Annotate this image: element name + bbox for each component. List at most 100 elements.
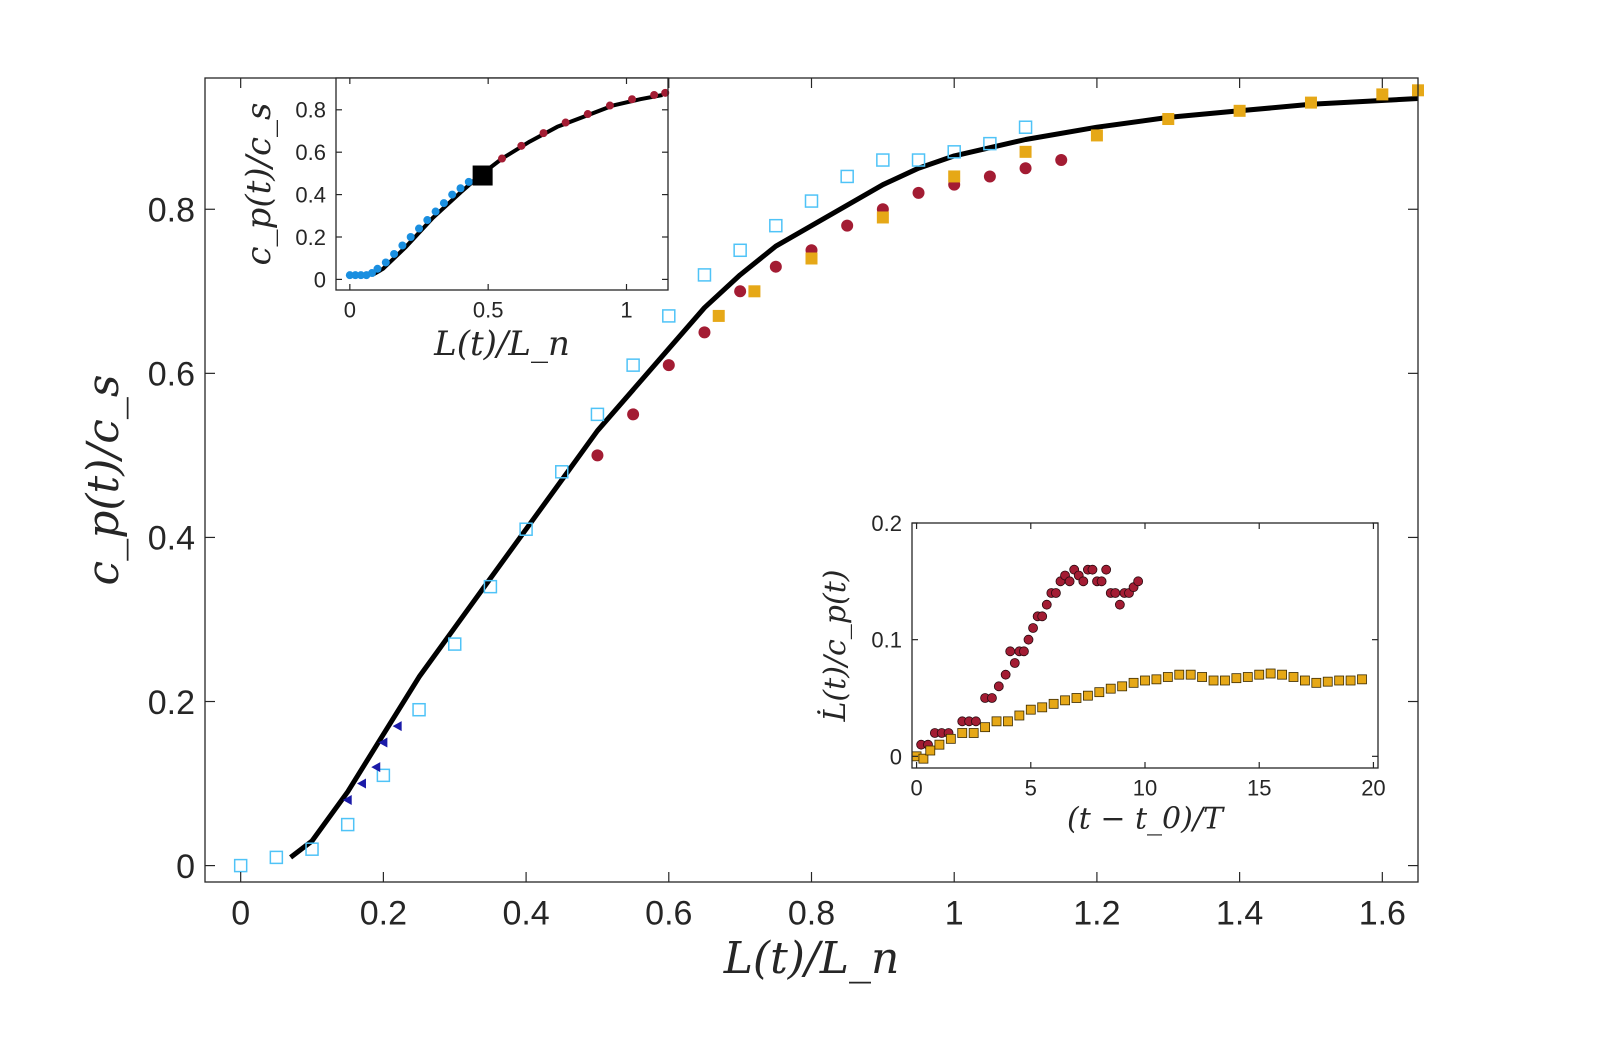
inset-bottom-point-crimson-16 xyxy=(1023,634,1034,645)
main-point-dark-blue-2 xyxy=(371,762,381,773)
inset-bottom-point-crimson-10 xyxy=(993,681,1004,692)
inset-bottom-point-gold-2 xyxy=(925,745,936,756)
inset-top-point-blue-11 xyxy=(423,216,432,225)
inset-top-point-crimson-9 xyxy=(661,88,670,97)
main-ytick-label: 0.4 xyxy=(148,520,195,558)
inset-top-ytick-label: 0.4 xyxy=(295,183,326,208)
inset-bottom-point-gold-9 xyxy=(1003,716,1013,727)
inset-bottom-point-gold-3 xyxy=(934,739,945,750)
inset-bottom-point-gold-8 xyxy=(991,716,1002,727)
inset-bottom-point-crimson-12 xyxy=(1005,646,1016,657)
inset-bottom-point-gold-39 xyxy=(1345,675,1356,686)
main-point-light-blue-14 xyxy=(733,243,747,258)
inset-bottom-point-gold-35 xyxy=(1300,675,1310,686)
inset-bottom-xtick-label: 5 xyxy=(1025,776,1037,801)
main-xtick-label: 1 xyxy=(945,895,964,933)
inset-top-point-blue-12 xyxy=(431,207,440,216)
inset-bottom-point-crimson-15 xyxy=(1019,646,1029,657)
inset-top-plot-area xyxy=(336,78,668,290)
inset-bottom-point-gold-1 xyxy=(918,753,929,764)
inset-top-axes-frame xyxy=(335,77,669,291)
inset-top-point-crimson-6 xyxy=(605,101,614,110)
main-point-crimson-11 xyxy=(983,170,996,183)
main-xtick-label: 0.8 xyxy=(788,895,835,933)
main-point-light-blue-3 xyxy=(340,817,355,832)
inset-bottom-point-gold-14 xyxy=(1060,695,1070,706)
main-xtick-label: 0.2 xyxy=(360,895,407,933)
main-point-light-blue-22 xyxy=(1018,120,1033,134)
main-point-light-blue-7 xyxy=(483,579,498,594)
main-point-gold-3 xyxy=(876,211,889,224)
inset-bottom-point-gold-11 xyxy=(1025,704,1036,715)
inset-bottom-point-crimson-11 xyxy=(1000,669,1011,680)
inset-bottom-point-gold-23 xyxy=(1162,672,1173,682)
main-point-dark-blue-4 xyxy=(392,721,402,732)
inset-top-ytick-label: 0.8 xyxy=(295,98,326,123)
main-point-light-blue-17 xyxy=(840,169,854,184)
inset-bottom-point-gold-26 xyxy=(1197,672,1208,682)
chart-inset-bottom: 0 5 10 15 20 0 0.1 0.2 (t − t_0)/T L̇(t)/c_p(t) xyxy=(818,511,1386,837)
main-xtick-label: 1.2 xyxy=(1073,895,1120,933)
main-point-light-blue-16 xyxy=(804,194,819,208)
inset-bottom-point-crimson-36 xyxy=(1114,599,1125,610)
inset-bottom-point-gold-27 xyxy=(1208,675,1219,686)
chart-inset-top: 0 0.5 1 0 0.2 0.4 0.6 0.8 L(t)/L_n c_p(t)/c_s xyxy=(239,77,670,364)
inset-top-point-crimson-5 xyxy=(583,110,592,119)
inset-top-point-blue-13 xyxy=(439,199,448,208)
inset-bottom-point-gold-13 xyxy=(1048,698,1059,709)
inset-bottom-point-crimson-22 xyxy=(1051,588,1061,598)
main-point-gold-5 xyxy=(1019,145,1032,158)
inset-top-ytick-label: 0.6 xyxy=(295,140,326,165)
inset-bottom-point-gold-12 xyxy=(1037,702,1048,713)
inset-top-point-blue-8 xyxy=(398,241,407,250)
main-point-gold-10 xyxy=(1376,88,1389,101)
main-series-model xyxy=(289,96,1419,860)
inset-bottom-xtick-label: 15 xyxy=(1247,776,1271,801)
main-xtick-label: 0.4 xyxy=(502,895,549,933)
inset-top-point-crimson-4 xyxy=(561,118,570,127)
main-point-gold-4 xyxy=(948,170,961,183)
inset-bottom-xtick-label: 0 xyxy=(910,776,922,801)
main-point-gold-1 xyxy=(748,285,761,298)
main-xtick-label: 1.4 xyxy=(1216,895,1263,933)
inset-top-xtick-label: 1 xyxy=(620,298,632,323)
main-point-light-blue-12 xyxy=(662,309,676,323)
inset-bottom-point-gold-36 xyxy=(1311,677,1322,688)
main-point-light-blue-20 xyxy=(947,145,961,159)
main-ytick-label: 0 xyxy=(176,848,195,886)
main-point-crimson-1 xyxy=(627,408,640,421)
main-point-crimson-0 xyxy=(591,449,604,462)
main-point-light-blue-15 xyxy=(769,218,783,233)
inset-bottom-ytick-label: 0.2 xyxy=(871,511,902,536)
main-point-light-blue-10 xyxy=(590,407,605,422)
main-point-crimson-12 xyxy=(1019,162,1032,175)
main-ytick-label: 0.2 xyxy=(148,684,195,722)
main-point-gold-2 xyxy=(805,252,818,265)
inset-bottom-point-crimson-33 xyxy=(1101,564,1112,575)
main-point-crimson-9 xyxy=(912,186,925,199)
inset-bottom-point-gold-33 xyxy=(1277,669,1287,680)
inset-bottom-point-gold-5 xyxy=(957,728,968,738)
main-point-light-blue-21 xyxy=(983,136,997,151)
main-ytick-label: 0.8 xyxy=(148,192,195,230)
main-point-light-blue-19 xyxy=(911,153,926,167)
inset-bottom-point-crimson-35 xyxy=(1110,588,1121,598)
inset-top-point-crimson-2 xyxy=(517,141,526,150)
inset-top-point-blue-6 xyxy=(381,258,390,267)
inset-bottom-point-crimson-28 xyxy=(1078,576,1089,587)
inset-top-point-crimson-7 xyxy=(628,95,637,104)
main-point-crimson-13 xyxy=(1055,154,1068,167)
inset-bottom-point-gold-18 xyxy=(1105,683,1116,694)
main-point-gold-0 xyxy=(712,309,725,322)
inset-bottom-y-axis-label: L̇(t)/c_p(t) xyxy=(818,570,853,723)
main-xtick-label: 0 xyxy=(231,895,250,933)
inset-bottom-point-gold-10 xyxy=(1014,710,1025,721)
inset-bottom-point-gold-30 xyxy=(1242,672,1253,682)
main-point-crimson-5 xyxy=(769,260,782,273)
inset-bottom-point-gold-40 xyxy=(1357,674,1367,685)
inset-bottom-point-gold-24 xyxy=(1174,669,1185,680)
inset-bottom-point-gold-32 xyxy=(1265,668,1276,679)
inset-bottom-point-crimson-7 xyxy=(971,716,981,727)
inset-top-point-crimson-8 xyxy=(650,90,659,99)
